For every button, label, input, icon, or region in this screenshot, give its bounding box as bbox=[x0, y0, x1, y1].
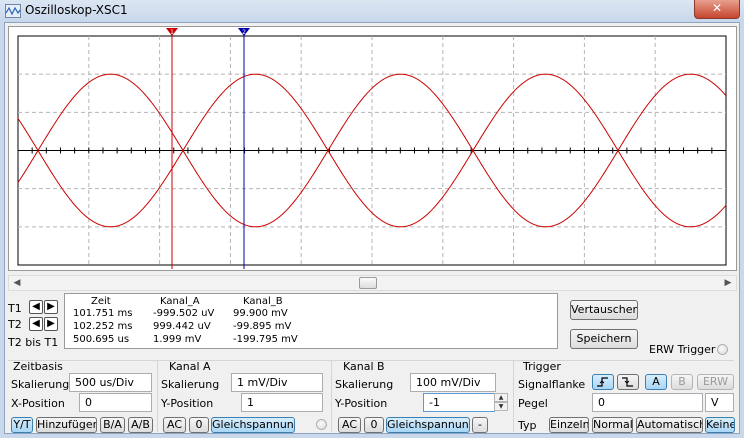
readout-cell: -999.502 uV bbox=[153, 308, 215, 319]
kanal-a-ypos-label: Y-Position bbox=[161, 397, 214, 410]
trace-kanal-b bbox=[17, 149, 727, 228]
scroll-right-icon[interactable]: ▶ bbox=[724, 278, 732, 288]
spin-down-icon[interactable]: ▼ bbox=[494, 402, 508, 411]
trigger-source-a-button[interactable]: A bbox=[645, 374, 667, 390]
rising-edge-icon bbox=[597, 377, 608, 387]
close-icon: ✕ bbox=[711, 1, 723, 15]
kanal-a-zero-button[interactable]: 0 bbox=[189, 417, 209, 433]
cursor-t1-label: T1 bbox=[8, 302, 22, 315]
trigger-source-ext-button[interactable]: ERW bbox=[697, 374, 734, 390]
scroll-thumb[interactable] bbox=[359, 277, 377, 289]
readout-cell: -99.895 mV bbox=[233, 321, 292, 332]
arrow-left-icon: ◀ bbox=[32, 301, 40, 312]
zeitbasis-xpos-label: X-Position bbox=[11, 397, 65, 410]
kanal-b-scale-label: Skalierung bbox=[335, 378, 394, 391]
trigger-auto-button[interactable]: Automatisch bbox=[636, 417, 703, 433]
scroll-left-icon[interactable]: ◀ bbox=[13, 278, 21, 288]
falling-edge-button[interactable] bbox=[617, 374, 639, 390]
cursor-1-marker bbox=[166, 28, 178, 36]
title-bar: Oszilloskop-XSC1 ✕ bbox=[0, 0, 744, 22]
cursor-1-number: 1 bbox=[170, 29, 174, 36]
kanal-a-scale-label: Skalierung bbox=[161, 378, 220, 391]
kanal-a-indicator[interactable] bbox=[316, 419, 327, 430]
t2-left-button[interactable]: ◀ bbox=[29, 317, 43, 331]
trigger-type-label: Typ bbox=[518, 419, 537, 432]
cursor-2-number: 2 bbox=[242, 29, 246, 36]
readout-header-zeit: Zeit bbox=[91, 296, 111, 307]
trigger-none-button[interactable]: Keine bbox=[705, 417, 735, 433]
trigger-title: Trigger bbox=[523, 360, 561, 373]
trigger-source-b-button[interactable]: B bbox=[671, 374, 693, 390]
zeitbasis-scale-input[interactable]: 500 us/Div bbox=[69, 373, 152, 392]
kanal-b-ypos-label: Y-Position bbox=[335, 397, 388, 410]
t1-left-button[interactable]: ◀ bbox=[29, 300, 43, 314]
kanal-b-ac-button[interactable]: AC bbox=[338, 417, 361, 433]
ab-button[interactable]: A/B bbox=[128, 417, 153, 433]
kanal-a-dc-button[interactable]: Gleichspannung bbox=[211, 417, 295, 433]
group-divider bbox=[157, 360, 158, 432]
cursor-2-marker bbox=[238, 28, 250, 36]
falling-edge-icon bbox=[622, 377, 633, 387]
zeitbasis-title: Zeitbasis bbox=[13, 360, 63, 373]
oscilloscope-app-icon bbox=[5, 4, 21, 18]
swap-button[interactable]: Vertauschen bbox=[570, 300, 638, 320]
trigger-edge-label: Signalflanke bbox=[518, 378, 586, 391]
trigger-level-input[interactable]: 0 bbox=[592, 393, 703, 412]
readout-cell: -199.795 mV bbox=[233, 334, 298, 345]
readout-cell: 101.751 ms bbox=[73, 308, 133, 319]
rising-edge-button[interactable] bbox=[592, 374, 614, 390]
trigger-level-unit[interactable]: V bbox=[705, 393, 734, 412]
ext-trigger-label: ERW Trigger bbox=[649, 343, 716, 356]
measurement-readout: Zeit Kanal_A Kanal_B 101.751 ms -999.502… bbox=[64, 293, 558, 349]
readout-cell: 500.695 us bbox=[73, 334, 130, 345]
kanal-a-title: Kanal A bbox=[169, 360, 211, 373]
trigger-single-button[interactable]: Einzeln bbox=[549, 417, 589, 433]
group-divider bbox=[331, 360, 332, 432]
kanal-a-ypos-input[interactable]: 1 bbox=[241, 393, 323, 412]
trace-kanal-a bbox=[17, 73, 727, 152]
kanal-b-scale-input[interactable]: 100 mV/Div bbox=[410, 373, 496, 392]
trigger-level-label: Pegel bbox=[518, 397, 548, 410]
readout-cell: 99.900 mV bbox=[233, 308, 288, 319]
kanal-b-dc-button[interactable]: Gleichspannung bbox=[386, 417, 470, 433]
kanal-b-title: Kanal B bbox=[343, 360, 385, 373]
group-divider bbox=[513, 360, 514, 432]
t2-right-button[interactable]: ▶ bbox=[44, 317, 58, 331]
arrow-right-icon: ▶ bbox=[47, 318, 55, 329]
arrow-left-icon: ◀ bbox=[32, 318, 40, 329]
ext-trigger-indicator[interactable] bbox=[717, 344, 728, 355]
cursor-delta-label: T2 bis T1 bbox=[8, 336, 59, 349]
readout-cell: 1.999 mV bbox=[153, 334, 202, 345]
zeitbasis-scale-label: Skalierung bbox=[11, 378, 70, 391]
kanal-b-zero-button[interactable]: 0 bbox=[364, 417, 384, 433]
close-button[interactable]: ✕ bbox=[694, 0, 740, 19]
add-button[interactable]: Hinzufügen bbox=[36, 417, 97, 433]
readout-header-kanal-b: Kanal_B bbox=[243, 296, 283, 307]
kanal-b-ypos-input[interactable]: -1 bbox=[423, 393, 495, 412]
spin-up-icon[interactable]: ▲ bbox=[494, 393, 508, 402]
window-title: Oszilloskop-XSC1 bbox=[25, 3, 128, 17]
kanal-b-minus-button[interactable]: - bbox=[472, 417, 488, 433]
kanal-a-ac-button[interactable]: AC bbox=[163, 417, 186, 433]
ba-button[interactable]: B/A bbox=[100, 417, 125, 433]
arrow-right-icon: ▶ bbox=[47, 301, 55, 312]
save-button[interactable]: Speichern bbox=[570, 329, 638, 349]
zeitbasis-xpos-input[interactable]: 0 bbox=[79, 393, 152, 412]
yt-button[interactable]: Y/T bbox=[11, 417, 33, 433]
horizontal-scrollbar[interactable]: ◀ ▶ bbox=[8, 275, 737, 291]
controls-separator bbox=[8, 360, 734, 361]
readout-header-kanal-a: Kanal_A bbox=[160, 296, 200, 307]
readout-cell: 999.442 uV bbox=[153, 321, 211, 332]
trigger-normal-button[interactable]: Normal bbox=[592, 417, 633, 433]
t1-right-button[interactable]: ▶ bbox=[44, 300, 58, 314]
cursor-t2-label: T2 bbox=[8, 318, 22, 331]
readout-cell: 102.252 ms bbox=[73, 321, 133, 332]
kanal-a-scale-input[interactable]: 1 mV/Div bbox=[231, 373, 323, 392]
